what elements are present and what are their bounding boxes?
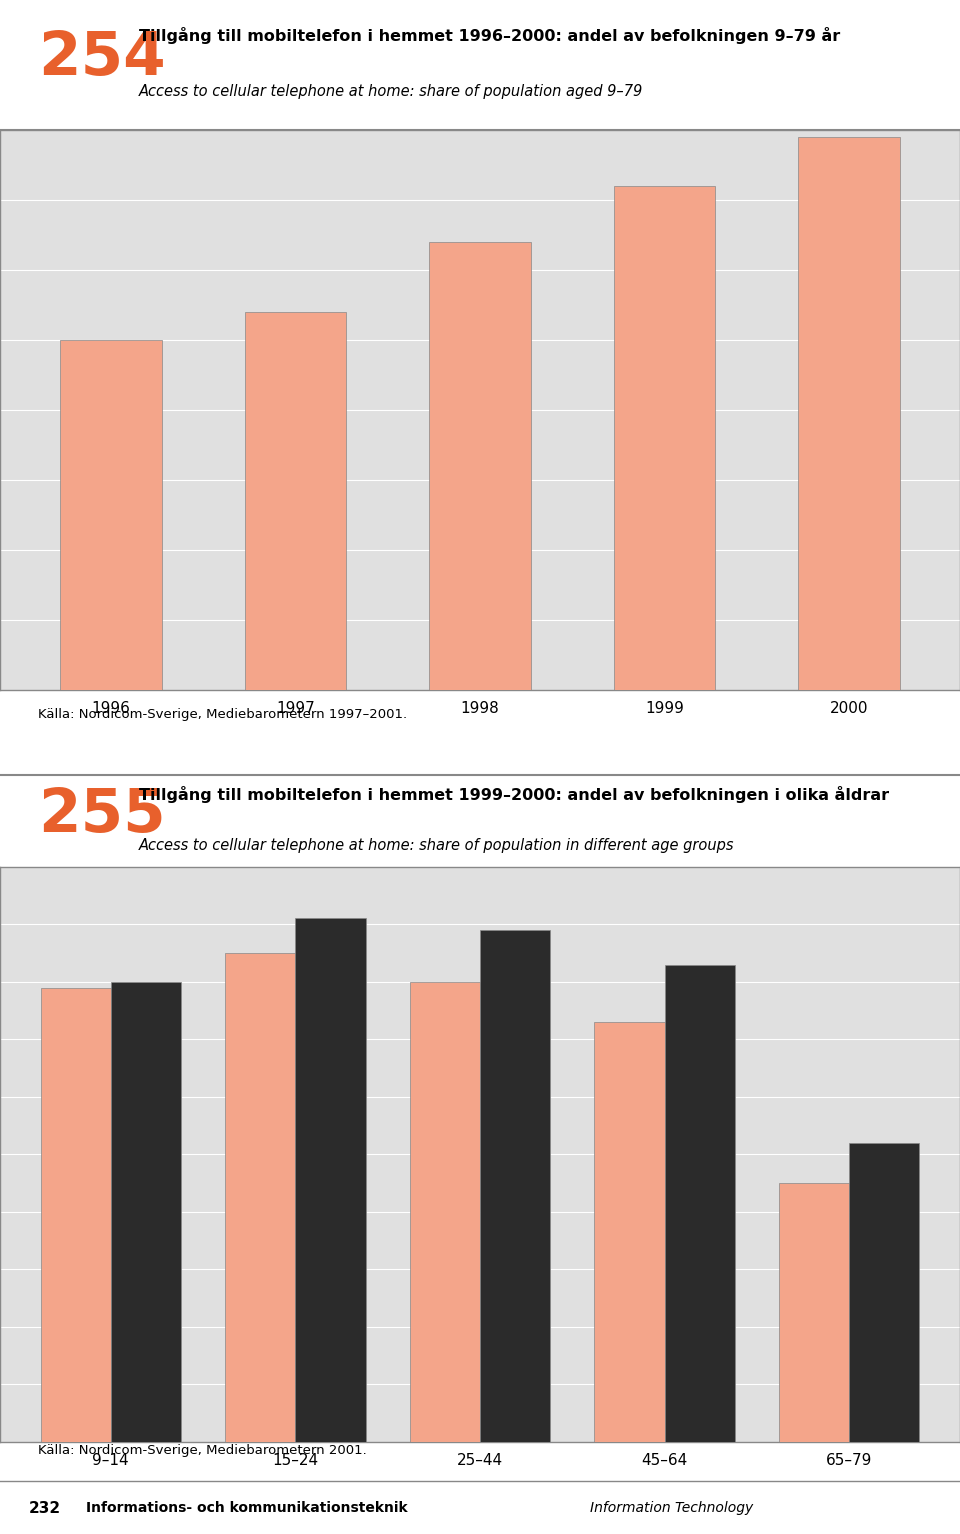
Text: 255: 255: [38, 785, 166, 845]
Bar: [429, 242, 531, 690]
Bar: [410, 982, 480, 1442]
Bar: [780, 1183, 850, 1442]
Bar: [296, 919, 366, 1442]
Text: Källa: Nordicom-Sverige, Mediebarometern 2001.: Källa: Nordicom-Sverige, Mediebarometern…: [38, 1443, 367, 1457]
Text: Access to cellular telephone at home: share of population in different age group: Access to cellular telephone at home: sh…: [139, 839, 734, 853]
Bar: [850, 1143, 920, 1442]
Bar: [226, 953, 296, 1442]
Bar: [613, 186, 715, 690]
Text: Källa: Nordicom-Sverige, Mediebarometern 1997–2001.: Källa: Nordicom-Sverige, Mediebarometern…: [38, 707, 408, 721]
Text: Informations- och kommunikationsteknik: Informations- och kommunikationsteknik: [86, 1502, 408, 1516]
Text: Tillgång till mobiltelefon i hemmet 1999–2000: andel av befolkningen i olika åld: Tillgång till mobiltelefon i hemmet 1999…: [139, 785, 889, 802]
Bar: [245, 313, 347, 690]
Text: Tillgång till mobiltelefon i hemmet 1996–2000: andel av befolkningen 9–79 år: Tillgång till mobiltelefon i hemmet 1996…: [139, 26, 840, 43]
Bar: [60, 341, 161, 690]
Text: 254: 254: [38, 29, 166, 87]
Text: Access to cellular telephone at home: share of population aged 9–79: Access to cellular telephone at home: sh…: [139, 84, 643, 98]
Bar: [40, 988, 110, 1442]
Text: 232: 232: [29, 1500, 60, 1516]
Bar: [480, 930, 550, 1442]
Bar: [664, 965, 734, 1442]
Bar: [110, 982, 180, 1442]
Text: Information Technology: Information Technology: [590, 1502, 754, 1516]
Bar: [799, 138, 900, 690]
Bar: [594, 1022, 664, 1442]
